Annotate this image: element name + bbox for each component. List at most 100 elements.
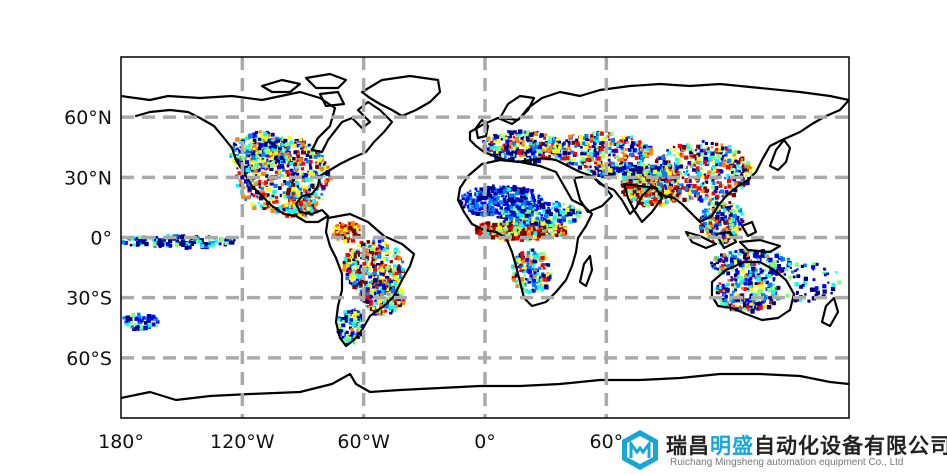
data-cell [635,141,638,144]
data-cell [497,222,502,227]
data-cell [555,149,560,154]
data-cell [630,141,634,144]
data-cell [577,209,581,213]
data-cell [288,204,292,209]
data-cell [568,212,573,217]
data-cell [274,211,278,215]
data-cell [469,189,472,193]
data-cell [529,132,534,137]
data-cell [727,209,731,212]
data-cell [540,232,546,238]
data-cell [373,255,377,259]
data-cell [726,234,731,239]
data-cell [524,213,529,218]
data-cell [312,208,317,212]
data-cell [528,217,532,221]
data-cell [665,154,668,157]
data-cell [553,212,558,217]
data-cell [716,154,721,159]
data-cell [227,240,232,245]
data-cell [572,158,576,163]
data-cell [729,221,734,226]
data-cell [686,198,690,202]
data-cell [715,220,719,223]
data-cell [711,208,715,212]
data-cell [380,268,385,273]
data-cell [780,256,783,259]
data-cell [773,259,777,263]
data-cell [377,298,382,304]
data-cell [702,223,705,227]
data-cell [296,185,299,188]
data-cell [534,206,539,211]
data-cell [262,165,265,168]
data-cell [720,264,725,269]
data-cell [715,149,719,153]
data-cell [508,208,512,211]
data-cell [723,298,728,303]
data-cell [636,144,639,147]
data-cell [490,189,495,193]
data-cell [532,139,535,142]
data-cell [236,167,239,170]
data-cell [299,205,303,209]
data-cell [725,228,729,232]
data-cell [710,192,713,196]
data-cell [514,232,518,237]
data-cell [593,169,596,172]
data-cell [502,136,505,139]
data-cell [389,279,393,284]
data-cell [736,258,740,261]
data-cell [721,228,725,232]
data-cell [717,258,722,263]
data-cell [641,172,644,175]
data-cell [663,171,667,175]
data-cell [309,166,313,170]
data-cell [591,131,595,135]
data-cell [644,148,647,151]
data-cell [727,175,731,179]
data-cell [645,145,648,148]
data-cell [350,331,355,335]
data-cell [727,279,731,282]
data-cell [746,280,750,284]
data-cell [291,192,296,197]
data-cell [313,170,316,173]
data-cell [504,190,508,194]
data-cell [350,221,355,226]
data-cell [535,211,539,215]
data-cell [580,152,584,156]
data-cell [287,158,291,161]
data-cell [639,158,644,162]
data-cell [551,206,554,210]
data-cell [789,266,792,269]
data-cell [381,290,385,295]
data-cell [744,171,748,175]
data-cell [392,254,397,258]
data-cell [503,222,506,225]
data-cell [187,245,192,250]
data-cell [345,272,349,277]
data-cell [356,265,359,268]
data-cell [286,152,290,155]
data-cell [634,156,639,160]
data-cell [597,132,601,135]
data-cell [704,176,708,180]
data-cell [132,327,136,332]
data-cell [697,186,702,191]
data-cell [341,234,345,238]
data-cell [742,304,747,308]
data-cell [519,133,522,136]
data-cell [512,265,516,268]
data-cell [252,167,256,171]
data-cell [357,243,361,248]
data-cell [345,252,350,257]
data-cell [741,251,745,254]
data-cell [625,185,629,189]
data-cell [519,237,524,242]
data-cell [502,144,507,149]
data-cell [512,278,516,282]
data-cell [305,159,310,164]
data-cell [547,208,552,213]
data-cell [714,158,719,163]
